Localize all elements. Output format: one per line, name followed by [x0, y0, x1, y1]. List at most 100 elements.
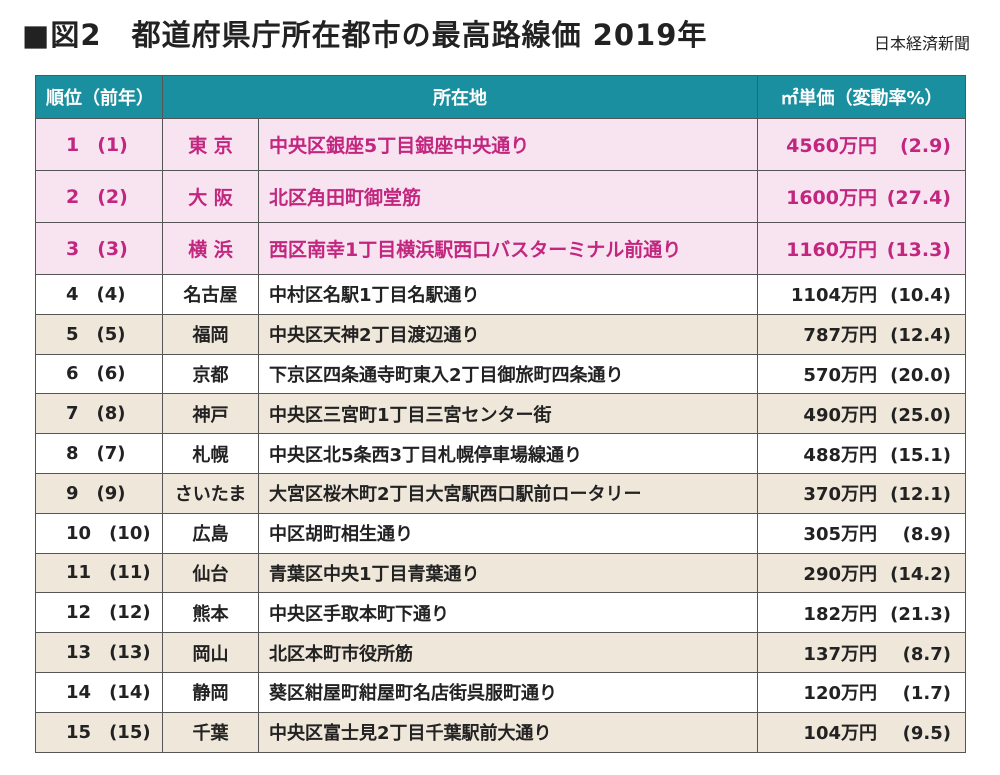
change-rate: (10.4) [890, 285, 951, 307]
rank-cell: 4 (4) [35, 274, 163, 315]
rank: 11 [66, 562, 92, 584]
price-cell: 570万円 (20.0) [757, 353, 966, 395]
previous-rank: (6) [96, 363, 126, 385]
city: 千葉 [162, 711, 259, 753]
previous-rank: (1) [97, 133, 128, 156]
table-row: 12 (12) 熊本 中央区手取本町下通り 182万円 (21.3) [35, 592, 966, 634]
price: 488万円 [803, 444, 877, 466]
previous-rank: (15) [109, 721, 151, 743]
city: 福岡 [162, 313, 259, 355]
rank-cell: 11 (11) [35, 552, 163, 594]
address: 中央区天神2丁目渡辺通り [258, 313, 758, 355]
rank-cell: 12 (12) [35, 592, 163, 634]
city: 名古屋 [162, 274, 259, 315]
city: 仙台 [162, 552, 259, 594]
address: 葵区紺屋町紺屋町名店街呉服町通り [258, 671, 758, 713]
rank: 1 [66, 133, 80, 156]
table-body: 1 (1) 東 京中央区銀座5丁目銀座中央通り 4560万円 (2.9) 2 (2) 大 阪北… [35, 118, 966, 753]
rank: 5 [66, 323, 79, 345]
price-table: 順位（前年） 所在地 ㎡単価（変動率%） 1 (1) 東 京中央区銀座5丁目銀座中央… [35, 75, 966, 753]
table-row: 2 (2) 大 阪北区角田町御堂筋 1600万円 (27.4) [35, 170, 966, 223]
change-rate: (8.7) [902, 643, 951, 665]
address: 中央区手取本町下通り [258, 592, 758, 634]
price-cell: 370万円 (12.1) [757, 472, 966, 514]
previous-rank: (8) [96, 403, 126, 425]
column-header: ㎡単価（変動率%） [757, 75, 966, 119]
price: 305万円 [803, 524, 877, 546]
city: 札幌 [162, 433, 259, 474]
city: 静岡 [162, 671, 259, 713]
previous-rank: (12) [109, 602, 151, 624]
price: 370万円 [803, 484, 877, 506]
price-cell: 787万円 (12.4) [757, 313, 966, 355]
price: 1600万円 [786, 187, 877, 209]
price: 570万円 [803, 364, 877, 386]
price-cell: 4560万円 (2.9) [757, 118, 966, 171]
column-header: 順位（前年） [35, 75, 163, 119]
change-rate: (2.9) [899, 135, 951, 157]
price: 104万円 [803, 723, 877, 745]
price: 490万円 [803, 404, 877, 426]
table-row: 6 (6) 京都 下京区四条通寺町東入2丁目御旅町四条通り 570万円 (20.0) [35, 353, 966, 395]
price: 4560万円 [786, 135, 877, 157]
city: 横 浜 [162, 222, 259, 275]
previous-rank: (2) [97, 185, 128, 208]
change-rate: (8.9) [902, 524, 951, 546]
rank: 15 [66, 721, 92, 743]
rank-cell: 10 (10) [35, 512, 163, 554]
rank: 7 [66, 403, 79, 425]
price: 787万円 [803, 325, 877, 347]
rank: 13 [66, 642, 92, 664]
rank: 10 [66, 522, 92, 544]
table-row: 14 (14) 静岡 葵区紺屋町紺屋町名店街呉服町通り 120万円 (1.7) [35, 671, 966, 713]
rank-cell: 2 (2) [35, 170, 163, 223]
previous-rank: (10) [109, 522, 151, 544]
rank-cell: 9 (9) [35, 472, 163, 514]
rank: 2 [66, 185, 80, 208]
rank-cell: 3 (3) [35, 222, 163, 275]
address: 中央区銀座5丁目銀座中央通り [258, 118, 758, 171]
rank: 14 [66, 681, 92, 703]
price-cell: 137万円 (8.7) [757, 632, 966, 673]
price-cell: 1160万円 (13.3) [757, 222, 966, 275]
address: 中央区北5条西3丁目札幌停車場線通り [258, 433, 758, 474]
rank: 12 [66, 602, 92, 624]
table-row: 5 (5) 福岡 中央区天神2丁目渡辺通り 787万円 (12.4) [35, 313, 966, 355]
change-rate: (9.5) [902, 723, 951, 745]
table-row: 1 (1) 東 京中央区銀座5丁目銀座中央通り 4560万円 (2.9) [35, 118, 966, 171]
rank-cell: 5 (5) [35, 313, 163, 355]
rank: 9 [66, 482, 79, 504]
address: 中区胡町相生通り [258, 512, 758, 554]
table-row: 9 (9) さいたま 大宮区桜木町2丁目大宮駅西口駅前ロータリー 370万円 (12.1) [35, 472, 966, 514]
price-cell: 1104万円 (10.4) [757, 274, 966, 315]
price-cell: 290万円 (14.2) [757, 552, 966, 594]
table-row: 15 (15) 千葉 中央区富士見2丁目千葉駅前大通り 104万円 (9.5) [35, 711, 966, 753]
price-cell: 490万円 (25.0) [757, 393, 966, 435]
address: 中村区名駅1丁目名駅通り [258, 274, 758, 315]
change-rate: (12.1) [890, 484, 951, 506]
address: 中央区富士見2丁目千葉駅前大通り [258, 711, 758, 753]
previous-rank: (3) [97, 237, 128, 260]
change-rate: (14.2) [890, 563, 951, 585]
table-row: 7 (8) 神戸 中央区三宮町1丁目三宮センター街 490万円 (25.0) [35, 393, 966, 435]
rank-cell: 8 (7) [35, 433, 163, 474]
header-row: 順位（前年） 所在地 ㎡単価（変動率%） [35, 75, 966, 119]
price-cell: 1600万円 (27.4) [757, 170, 966, 223]
table-row: 4 (4) 名古屋 中村区名駅1丁目名駅通り 1104万円 (10.4) [35, 274, 966, 315]
rank: 6 [66, 363, 79, 385]
rank-cell: 13 (13) [35, 632, 163, 673]
city: 岡山 [162, 632, 259, 673]
price-cell: 104万円 (9.5) [757, 711, 966, 753]
previous-rank: (7) [96, 443, 126, 465]
change-rate: (25.0) [890, 404, 951, 426]
address: 北区本町市役所筋 [258, 632, 758, 673]
city: 神戸 [162, 393, 259, 435]
table-row: 13 (13) 岡山 北区本町市役所筋 137万円 (8.7) [35, 632, 966, 673]
previous-rank: (14) [109, 681, 151, 703]
change-rate: (12.4) [890, 325, 951, 347]
change-rate: (1.7) [902, 683, 951, 705]
address: 西区南幸1丁目横浜駅西口バスターミナル前通り [258, 222, 758, 275]
price: 120万円 [803, 683, 877, 705]
price-cell: 305万円 (8.9) [757, 512, 966, 554]
